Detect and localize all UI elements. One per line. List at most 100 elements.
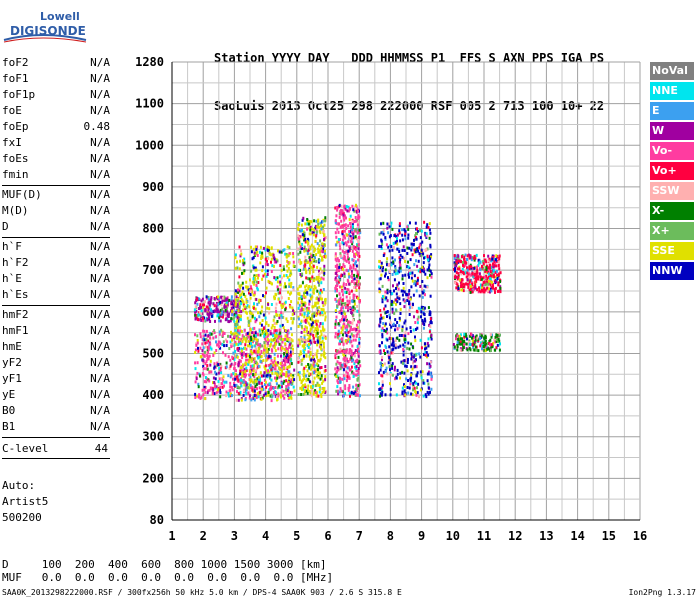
echo-point	[430, 337, 433, 341]
echo-point	[267, 323, 270, 327]
echo-point	[413, 380, 416, 384]
echo-point	[262, 374, 265, 378]
echo-point	[381, 295, 384, 298]
echo-point	[312, 305, 315, 309]
echo-point	[217, 295, 220, 299]
echo-point	[318, 271, 321, 275]
logo-line1: Lowell	[40, 10, 80, 23]
echo-point	[454, 269, 456, 273]
echo-point	[307, 384, 310, 388]
echo-point	[481, 283, 484, 287]
param-label: fmin	[2, 168, 29, 181]
echo-point	[498, 339, 501, 343]
echo-point	[354, 255, 356, 259]
echo-point	[405, 377, 408, 381]
echo-point	[420, 310, 423, 314]
echo-point	[244, 307, 247, 310]
echo-point	[196, 318, 199, 321]
echo-point	[307, 222, 310, 226]
echo-point	[200, 305, 203, 309]
echo-point	[456, 337, 459, 341]
echo-point	[286, 269, 289, 273]
echo-point	[309, 228, 312, 232]
echo-point	[211, 331, 214, 335]
echo-point	[382, 316, 385, 320]
echo-point	[422, 307, 425, 311]
echo-point	[312, 392, 315, 396]
echo-point	[280, 381, 283, 385]
echo-point	[474, 283, 477, 287]
echo-point	[284, 342, 287, 346]
echo-point	[237, 391, 240, 395]
echo-point	[498, 254, 501, 258]
echo-point	[308, 372, 311, 376]
echo-point	[380, 365, 383, 369]
echo-point	[205, 337, 208, 341]
echo-point	[261, 319, 264, 322]
echo-point	[484, 339, 487, 343]
echo-point	[495, 264, 498, 268]
echo-point	[415, 280, 418, 284]
param-row: foEs N/A	[2, 152, 110, 168]
echo-point	[430, 253, 433, 257]
echo-point	[350, 354, 353, 358]
echo-point	[404, 233, 407, 237]
echo-point	[253, 349, 256, 353]
echo-point	[232, 377, 234, 381]
echo-point	[409, 378, 412, 382]
echo-point	[275, 379, 278, 383]
echo-point	[465, 282, 468, 286]
echo-point	[342, 257, 345, 261]
echo-point	[248, 338, 251, 342]
echo-point	[288, 246, 291, 250]
echo-point	[338, 265, 341, 269]
echo-point	[240, 296, 243, 299]
echo-point	[352, 313, 355, 317]
echo-point	[348, 375, 351, 379]
echo-point	[335, 299, 338, 303]
echo-point	[485, 268, 488, 271]
echo-point	[237, 343, 240, 347]
echo-point	[202, 367, 205, 371]
echo-point	[197, 385, 200, 389]
echo-point	[345, 350, 348, 354]
echo-point	[471, 343, 474, 347]
echo-point	[289, 273, 292, 277]
echo-point	[499, 342, 501, 346]
echo-point	[216, 388, 219, 392]
echo-point	[304, 255, 307, 259]
echo-point	[321, 336, 324, 340]
param-row: yE N/A	[2, 388, 110, 404]
echo-point	[230, 343, 233, 347]
echo-point	[269, 330, 272, 333]
echo-point	[334, 335, 337, 339]
echo-point	[242, 286, 245, 290]
param-row: h`F2 N/A	[2, 256, 110, 272]
echo-point	[352, 295, 355, 299]
echo-point	[318, 269, 320, 273]
echo-point	[301, 272, 304, 276]
echo-point	[277, 249, 279, 253]
echo-point	[309, 263, 311, 267]
echo-point	[281, 306, 284, 309]
echo-point	[310, 220, 313, 224]
echo-point	[378, 324, 381, 328]
echo-point	[488, 287, 490, 291]
echo-point	[232, 351, 235, 355]
echo-point	[458, 334, 461, 338]
echo-point	[314, 369, 317, 373]
echo-point	[221, 313, 224, 317]
echo-point	[337, 322, 340, 326]
echo-point	[313, 359, 316, 363]
echo-point	[276, 280, 279, 284]
echo-point	[213, 297, 216, 300]
echo-point	[340, 300, 343, 304]
echo-point	[301, 302, 304, 306]
echo-point	[265, 358, 268, 362]
echo-point	[391, 307, 394, 311]
echo-point	[342, 213, 345, 217]
echo-point	[381, 383, 384, 387]
echo-point	[263, 336, 266, 340]
echo-point	[320, 393, 323, 397]
echo-point	[486, 277, 489, 281]
